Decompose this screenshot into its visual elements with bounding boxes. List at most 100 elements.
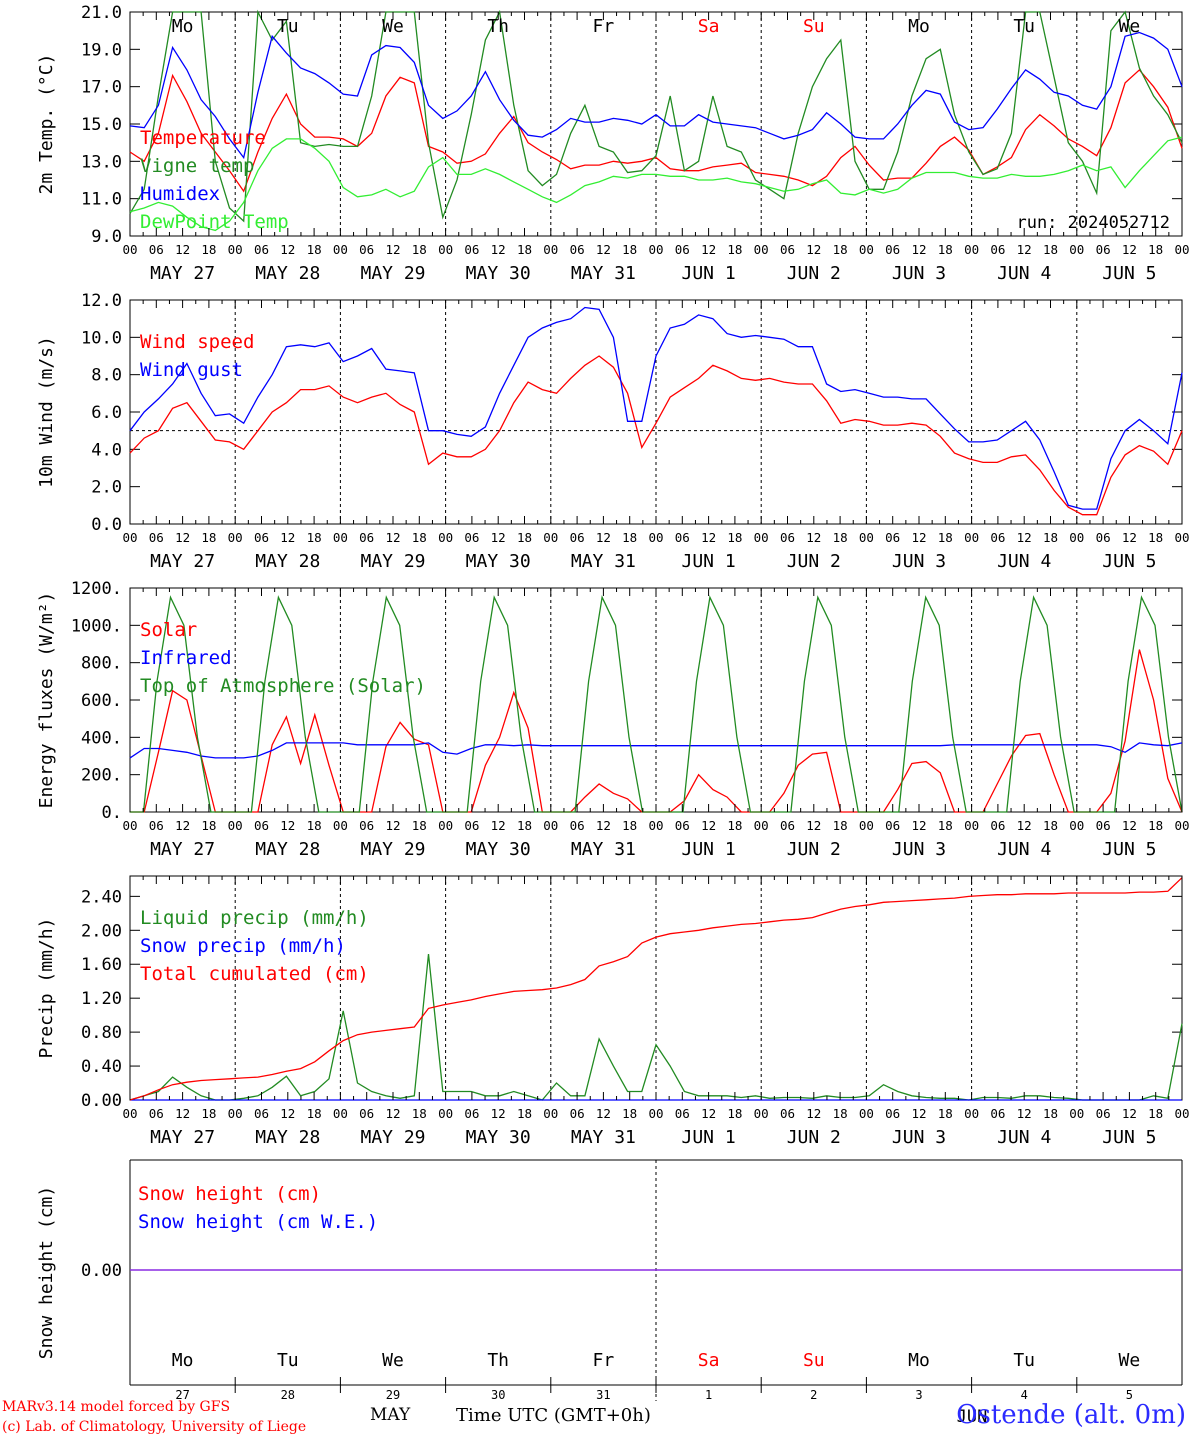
legend-entry: Wind speed	[140, 331, 254, 353]
weekday-label: Tu	[1013, 16, 1035, 37]
hour-tick-label: 12	[385, 818, 400, 833]
hour-tick-label: 00	[648, 1106, 663, 1121]
hour-tick-label: 18	[201, 1106, 216, 1121]
hour-tick-label: 00	[1069, 530, 1084, 545]
weekday-label: We	[1119, 16, 1141, 37]
legend-entry: Vigne temp	[140, 155, 254, 177]
hour-tick-label: 12	[1122, 242, 1137, 257]
hour-tick-label: 18	[727, 530, 742, 545]
day-number-label: 28	[281, 1388, 295, 1402]
weekday-label: Tu	[277, 1350, 299, 1371]
hour-tick-label: 12	[1017, 1106, 1032, 1121]
hour-tick-label: 12	[701, 242, 716, 257]
date-label: JUN 3	[892, 1127, 946, 1148]
month-label: MAY	[370, 1405, 411, 1425]
hour-tick-label: 18	[517, 242, 532, 257]
legend-entry: Infrared	[140, 647, 232, 669]
date-label: MAY 30	[466, 551, 531, 572]
hour-tick-label: 00	[333, 818, 348, 833]
hour-tick-label: 12	[1017, 242, 1032, 257]
date-label: JUN 4	[997, 263, 1051, 284]
weekday-label: Fr	[593, 16, 615, 37]
hour-tick-label: 12	[175, 818, 190, 833]
y-tick-label: 4.0	[91, 440, 122, 460]
legend-entry: DewPoint Temp	[140, 211, 289, 233]
hour-tick-label: 06	[780, 530, 795, 545]
series-line-temperature	[129, 68, 1183, 193]
hour-tick-label: 00	[122, 530, 137, 545]
hour-tick-label: 00	[333, 1106, 348, 1121]
hour-tick-label: 18	[938, 242, 953, 257]
hour-tick-label: 18	[833, 1106, 848, 1121]
day-number-label: 31	[596, 1388, 610, 1402]
hour-tick-label: 00	[1174, 1106, 1189, 1121]
date-label: JUN 2	[787, 839, 841, 860]
hour-tick-label: 12	[806, 1106, 821, 1121]
y-tick-label: 400.	[81, 728, 122, 748]
date-label: JUN 3	[892, 839, 946, 860]
date-label: JUN 3	[892, 263, 946, 284]
date-label: MAY 31	[571, 1127, 636, 1148]
hour-tick-label: 00	[333, 242, 348, 257]
date-label: JUN 1	[682, 551, 736, 572]
run-label: run: 2024052712	[1016, 213, 1170, 233]
legend-entry: Top of Atmosphere (Solar)	[140, 675, 426, 697]
date-label: JUN 5	[1102, 839, 1156, 860]
date-label: JUN 5	[1102, 1127, 1156, 1148]
day-number-label: 4	[1021, 1388, 1028, 1402]
hour-tick-label: 18	[412, 818, 427, 833]
hour-tick-label: 12	[1017, 530, 1032, 545]
series-line-wind-gust	[129, 306, 1183, 510]
hour-tick-label: 00	[438, 1106, 453, 1121]
y-tick-label: 10.0	[81, 328, 122, 348]
energy-panel-frame	[129, 587, 1183, 813]
hour-tick-label: 00	[228, 242, 243, 257]
hour-tick-label: 06	[570, 242, 585, 257]
hour-tick-label: 06	[675, 818, 690, 833]
hour-tick-label: 00	[859, 818, 874, 833]
y-tick-label: 2.40	[81, 887, 122, 907]
date-label: MAY 30	[466, 1127, 531, 1148]
y-tick-label: 12.0	[81, 291, 122, 311]
hour-tick-label: 00	[964, 818, 979, 833]
hour-tick-label: 06	[675, 242, 690, 257]
hour-tick-label: 12	[596, 1106, 611, 1121]
hour-tick-label: 12	[596, 530, 611, 545]
date-label: MAY 29	[360, 839, 425, 860]
hour-tick-label: 18	[1148, 242, 1163, 257]
hour-tick-label: 06	[780, 818, 795, 833]
hour-tick-label: 18	[201, 818, 216, 833]
date-label: JUN 1	[682, 1127, 736, 1148]
weekday-label: Sa	[698, 16, 720, 37]
hour-tick-label: 12	[385, 1106, 400, 1121]
hour-tick-label: 18	[727, 242, 742, 257]
date-label: JUN 4	[997, 839, 1051, 860]
hour-tick-label: 12	[280, 1106, 295, 1121]
hour-tick-label: 00	[1069, 242, 1084, 257]
hour-tick-label: 00	[1174, 242, 1189, 257]
date-label: JUN 2	[787, 1127, 841, 1148]
hour-tick-label: 06	[885, 818, 900, 833]
y-tick-label: 200.	[81, 766, 122, 786]
date-label: MAY 31	[571, 551, 636, 572]
y-tick-label: 11.0	[81, 190, 122, 210]
legend-entry: Solar	[140, 619, 197, 641]
hour-tick-label: 06	[254, 530, 269, 545]
weekday-label: We	[382, 1350, 404, 1371]
day-number-label: 2	[810, 1388, 817, 1402]
hour-tick-label: 12	[911, 530, 926, 545]
hour-tick-label: 00	[754, 1106, 769, 1121]
hour-tick-label: 06	[149, 530, 164, 545]
weekday-label: Su	[803, 16, 825, 37]
hour-tick-label: 18	[201, 530, 216, 545]
hour-tick-label: 12	[385, 530, 400, 545]
hour-tick-label: 12	[701, 1106, 716, 1121]
hour-tick-label: 12	[806, 530, 821, 545]
hour-tick-label: 00	[648, 530, 663, 545]
y-tick-label: 0.40	[81, 1057, 122, 1077]
series-line-liquid-precip-mm-h-	[129, 954, 1183, 1101]
hour-tick-label: 18	[307, 818, 322, 833]
y-tick-label: 8.0	[91, 366, 122, 386]
date-label: MAY 30	[466, 263, 531, 284]
y-tick-label: 0.00	[81, 1091, 122, 1111]
